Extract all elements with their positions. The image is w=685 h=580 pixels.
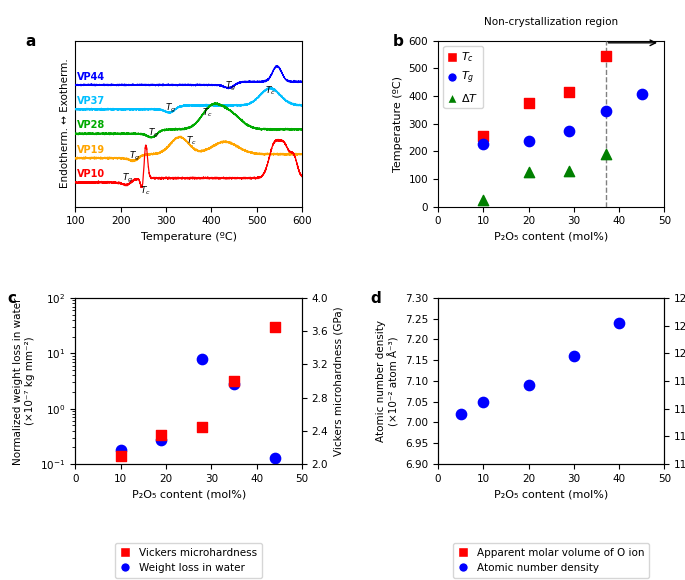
Legend: Apparent molar volume of O ion, Atomic number density: Apparent molar volume of O ion, Atomic n…	[453, 543, 649, 578]
Point	[523, 380, 534, 390]
Text: $T_c$: $T_c$	[140, 185, 151, 197]
Text: VP10: VP10	[77, 169, 105, 179]
Point	[115, 451, 126, 461]
Text: d: d	[370, 291, 381, 306]
Text: VP28: VP28	[77, 121, 105, 130]
Point	[455, 409, 466, 419]
X-axis label: Temperature (ºC): Temperature (ºC)	[140, 232, 236, 242]
Y-axis label: Atomic number density
(×10⁻² atom Å⁻³): Atomic number density (×10⁻² atom Å⁻³)	[376, 320, 399, 442]
Point	[156, 430, 167, 440]
X-axis label: P₂O₅ content (mol%): P₂O₅ content (mol%)	[494, 490, 608, 499]
Text: a: a	[25, 34, 36, 49]
Text: VP19: VP19	[77, 145, 105, 155]
X-axis label: P₂O₅ content (mol%): P₂O₅ content (mol%)	[132, 490, 246, 499]
Point	[197, 354, 208, 363]
Point	[156, 436, 167, 445]
Point	[600, 149, 611, 158]
Y-axis label: Temperature (ºC): Temperature (ºC)	[393, 75, 403, 172]
Text: $T_g$: $T_g$	[165, 102, 176, 115]
Legend: $T_c$, $T_g$, $\Delta T$: $T_c$, $T_g$, $\Delta T$	[443, 46, 483, 108]
Point	[269, 322, 280, 332]
Point	[564, 166, 575, 175]
Text: $T_g$: $T_g$	[225, 79, 236, 93]
Point	[477, 397, 488, 407]
Text: $T_c$: $T_c$	[202, 107, 213, 119]
Point	[564, 126, 575, 135]
Legend: Vickers microhardness, Weight loss in water: Vickers microhardness, Weight loss in wa…	[115, 543, 262, 578]
Text: $T_c$: $T_c$	[265, 84, 275, 97]
Text: VP44: VP44	[77, 72, 105, 82]
Point	[569, 351, 580, 361]
Text: c: c	[8, 291, 16, 306]
Point	[269, 453, 280, 462]
Point	[197, 422, 208, 432]
Point	[229, 376, 240, 386]
Text: $T_c$: $T_c$	[186, 135, 197, 147]
X-axis label: P₂O₅ content (mol%): P₂O₅ content (mol%)	[494, 232, 608, 242]
Y-axis label: Normalized weight loss in water
(×10⁻⁷ kg mm⁻²): Normalized weight loss in water (×10⁻⁷ k…	[13, 298, 35, 465]
Point	[523, 136, 534, 146]
Text: b: b	[393, 34, 403, 49]
Point	[600, 51, 611, 60]
Point	[523, 168, 534, 177]
Point	[229, 379, 240, 389]
Text: $T_g$: $T_g$	[121, 172, 133, 186]
Point	[600, 107, 611, 116]
Text: VP37: VP37	[77, 96, 105, 106]
Point	[523, 98, 534, 107]
Y-axis label: Vickers microhardness (GPa): Vickers microhardness (GPa)	[334, 306, 344, 456]
Y-axis label: Endotherm. ↔ Exotherm.: Endotherm. ↔ Exotherm.	[60, 59, 70, 189]
Text: $T_g$: $T_g$	[129, 150, 140, 162]
Point	[477, 195, 488, 204]
Point	[564, 87, 575, 96]
Point	[115, 445, 126, 455]
Text: $T_g$: $T_g$	[148, 126, 159, 140]
Point	[636, 89, 647, 99]
Point	[477, 132, 488, 141]
Text: Non-crystallization region: Non-crystallization region	[484, 17, 619, 27]
Point	[477, 140, 488, 149]
Point	[614, 318, 625, 328]
